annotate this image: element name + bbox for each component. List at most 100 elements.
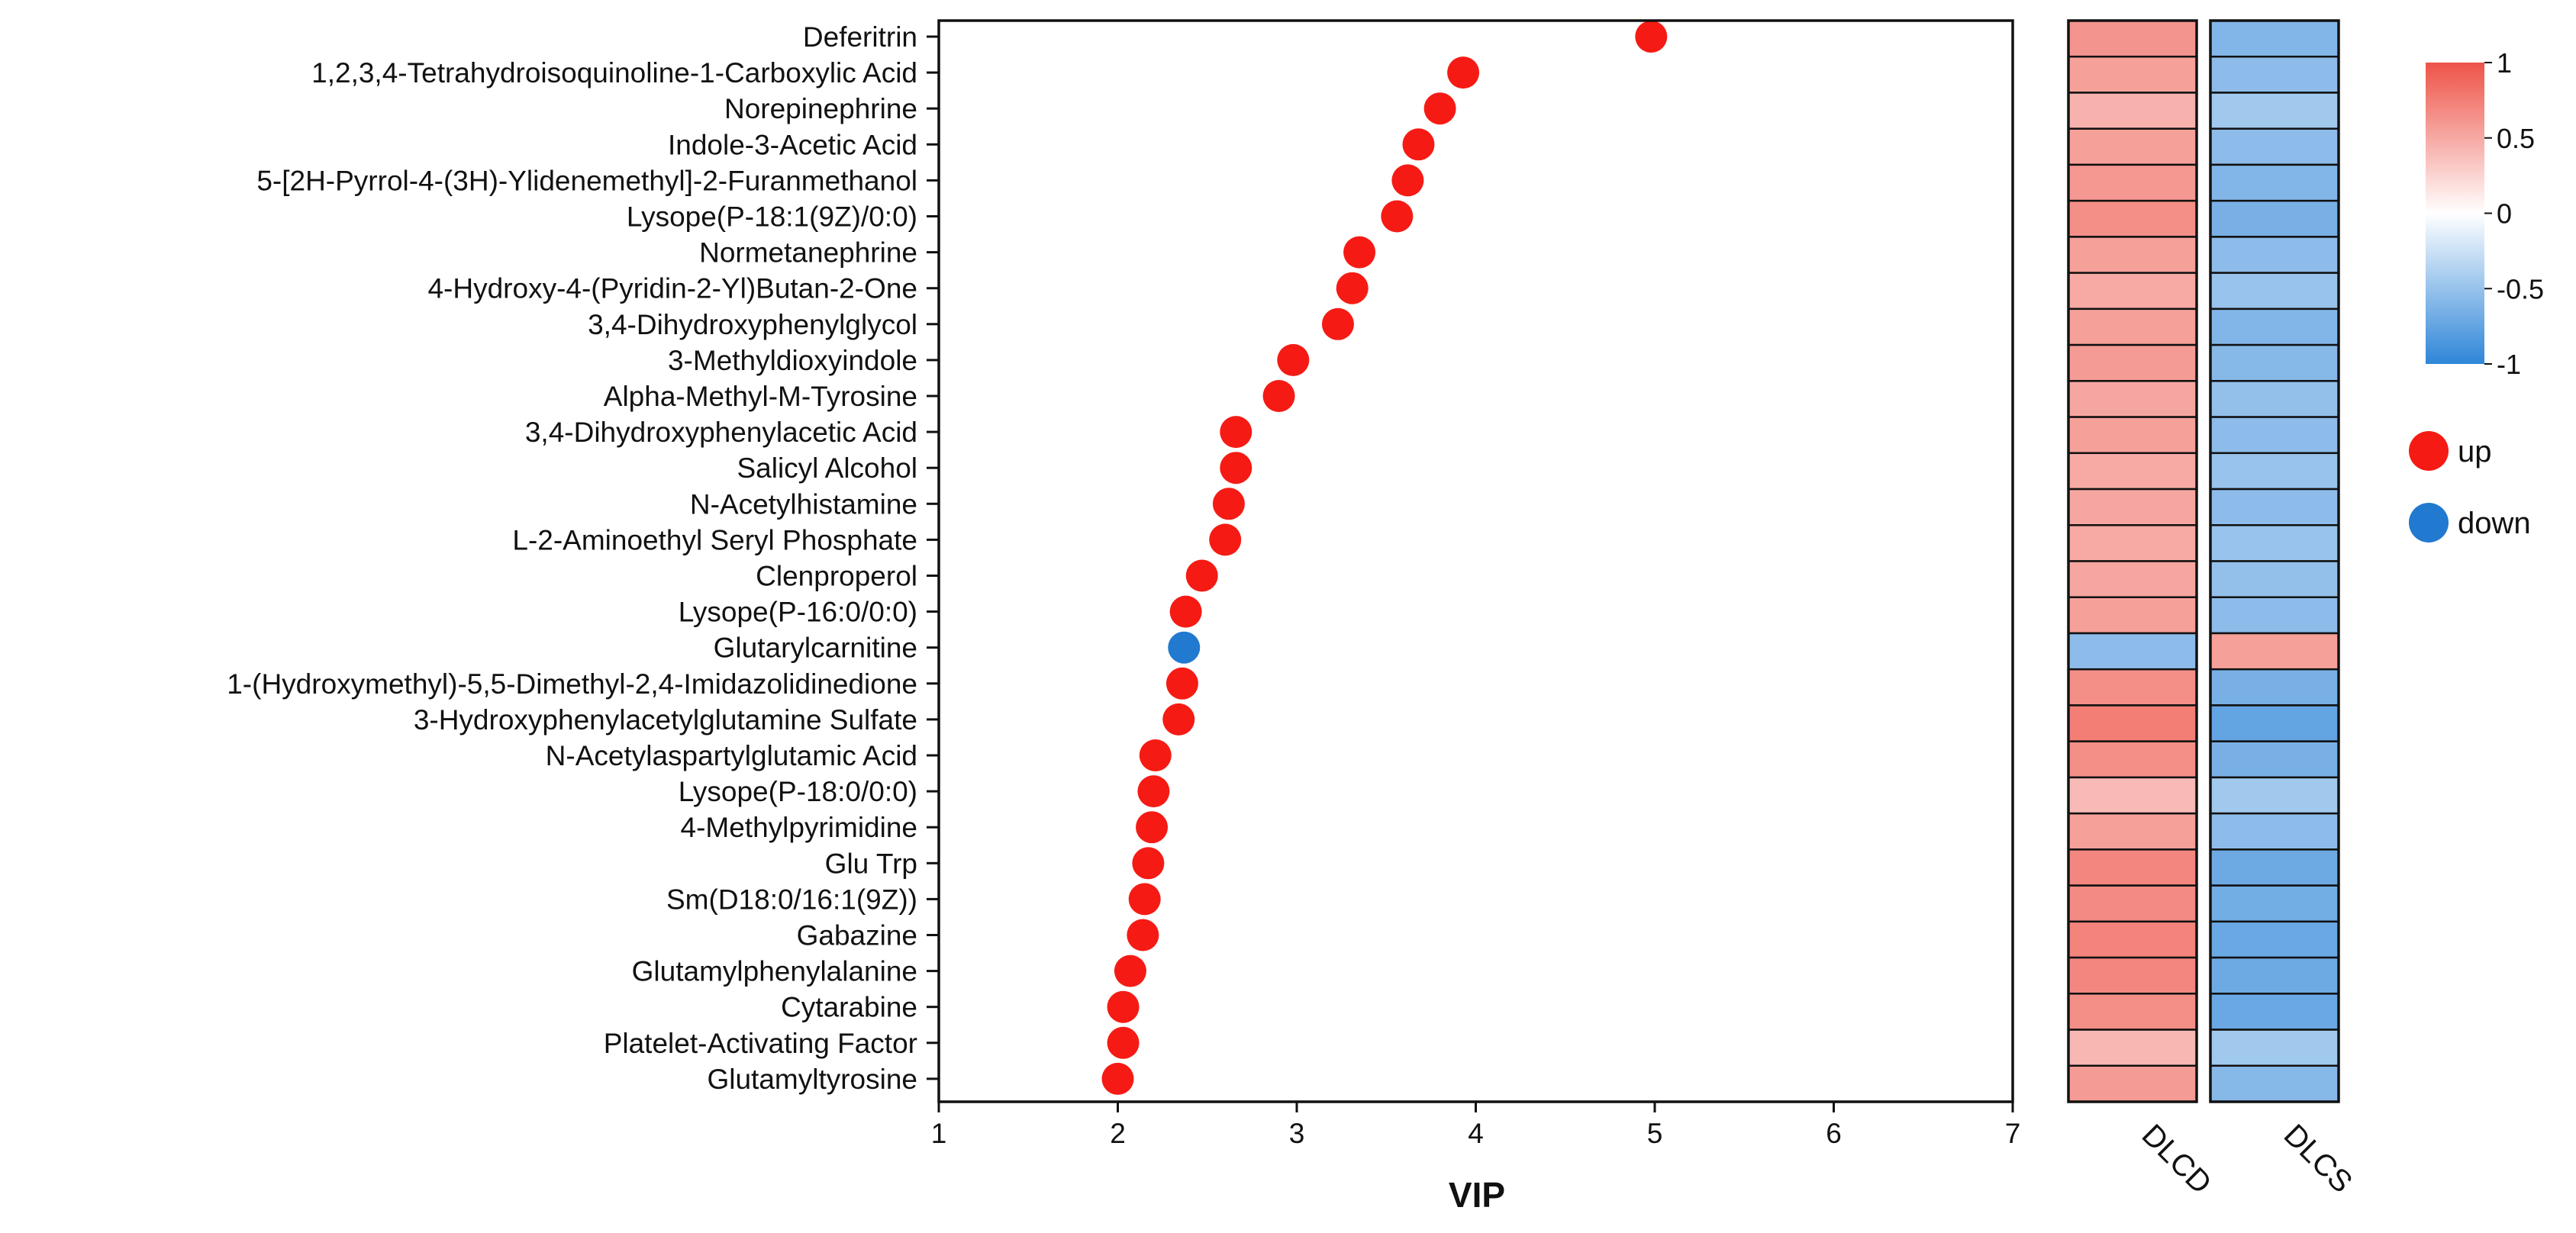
vip-point [1107,1026,1140,1059]
metabolite-label: Clenproperol [756,561,917,592]
legend-label: down [2458,507,2531,540]
heatmap-cell [2067,307,2198,346]
heatmap-cell [2209,199,2340,238]
colorbar-gradient [2426,63,2484,364]
heatmap-cell [2067,668,2198,707]
metabolite-label: Glu Trp [825,848,917,879]
heatmap-cell [2067,740,2198,779]
heatmap-cell [2067,416,2198,455]
vip-point [1114,955,1146,987]
vip-point [1101,1062,1134,1095]
vip-point [1136,811,1169,844]
heatmap-cell [2209,19,2340,58]
metabolite-label: 5-[2H-Pyrrol-4-(3H)-Ylidenemethyl]-2-Fur… [256,165,917,196]
heatmap-cell [2209,488,2340,526]
heatmap-cell [2209,272,2340,311]
metabolite-label: N-Acetylaspartylglutamic Acid [546,740,917,771]
x-tick-label: 5 [1647,1118,1663,1149]
heatmap-cell [2067,380,2198,418]
metabolite-label: Deferitrin [803,21,917,53]
vip-point [1185,559,1218,592]
heatmap-cell [2067,272,2198,311]
metabolite-labels: Deferitrin 1,2,3,4-Tetrahydroisoquinoline… [227,21,939,1095]
x-tick-label: 1 [931,1118,947,1149]
heatmap-cell [2067,848,2198,887]
heatmap-cell [2067,920,2198,959]
vip-point [1168,631,1201,664]
heatmap-cell [2067,812,2198,851]
heatmap-cell [2209,236,2340,274]
heatmap-cell [2067,1064,2198,1103]
x-tick-label: 2 [1110,1118,1126,1149]
vip-point [1391,164,1424,197]
heatmap-cell [2209,993,2340,1031]
metabolite-label: Gabazine [797,920,917,951]
metabolite-label: Lysope(P-16:0/0:0) [679,597,917,628]
heatmap-column-frame [2209,19,2340,1103]
vip-point [1169,595,1202,628]
vip-point [1447,56,1480,89]
vip-point [1209,523,1242,556]
heatmap-cell [2209,704,2340,742]
heatmap-cell [2209,416,2340,455]
heatmap-cell [2209,740,2340,779]
heatmap-cell [2209,1029,2340,1067]
metabolite-label: N-Acetylhistamine [690,488,917,520]
metabolite-label: Platelet-Activating Factor [604,1028,917,1059]
vip-point [1423,92,1456,125]
metabolite-label: Normetanephrine [699,237,917,269]
colorbar-tick-label: -1 [2497,349,2521,380]
vip-point [1132,847,1165,880]
metabolite-label: Alpha-Methyl-M-Tyrosine [604,381,917,412]
heatmap-cell [2209,55,2340,94]
heatmap-cell [2067,776,2198,815]
heatmap-cell [2067,488,2198,526]
heatmap-cell [2067,19,2198,58]
heatmap-cell [2067,632,2198,671]
heatmap-cell [2209,956,2340,995]
metabolite-label: 3-Methyldioxyindole [668,345,917,376]
heatmap-cell [2209,560,2340,598]
colorbar-tick-label: 1 [2497,47,2512,79]
legend-label: up [2458,435,2492,468]
metabolite-label: Glutarylcarnitine [714,633,917,664]
metabolite-label: Indole-3-Acetic Acid [668,129,917,160]
heatmap-cell [2067,199,2198,238]
vip-point [1165,667,1198,700]
vip-point [1137,775,1170,808]
heatmap-cell [2067,343,2198,382]
heatmap-cell [2209,127,2340,166]
x-tick-label: 6 [1826,1118,1842,1149]
metabolite-label: 4-Methylpyrimidine [681,812,918,843]
heatmap-cell [2209,1064,2340,1103]
heatmap-cell [2209,596,2340,635]
heatmap-cell [2067,127,2198,166]
metabolite-label: Cytarabine [781,992,917,1023]
heatmap-cell [2209,776,2340,815]
heatmap-cell [2209,884,2340,923]
metabolite-label: 3-Hydroxyphenylacetylglutamine Sulfate [414,704,917,736]
heatmap-cell [2067,1029,2198,1067]
heatmap-cell [2067,956,2198,995]
heatmap-cell [2209,812,2340,851]
heatmap-cell [2067,55,2198,94]
metabolite-label: Glutamylphenylalanine [632,956,917,987]
metabolite-label: Salicyl Alcohol [737,452,917,484]
heatmap-column-frame [2067,19,2198,1103]
heatmap-cell [2067,884,2198,923]
x-tick-label: 7 [2005,1118,2021,1149]
heatmap-cell [2067,452,2198,491]
heatmap-cell [2209,452,2340,491]
heatmap-column-label: DLCS [2278,1118,2359,1199]
metabolite-label: 1,2,3,4-Tetrahydroisoquinoline-1-Carboxy… [311,57,917,89]
x-axis-title: VIP [1449,1175,1505,1215]
vip-points [1101,21,1668,1095]
heatmap-cell [2067,560,2198,598]
vip-point [1277,343,1310,376]
x-tick-label: 4 [1468,1118,1484,1149]
heatmap-cell [2209,632,2340,671]
metabolite-label: L-2-Aminoethyl Seryl Phosphate [512,524,917,555]
vip-point [1402,128,1435,161]
legend: up down [2409,431,2531,542]
